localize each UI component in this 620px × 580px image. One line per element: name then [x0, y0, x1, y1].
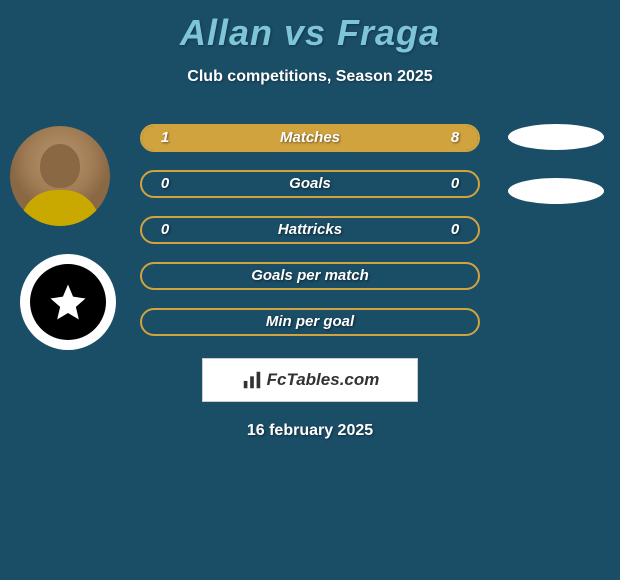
stat-label: Matches — [140, 124, 480, 152]
stat-label: Goals — [140, 170, 480, 198]
club-badge — [20, 254, 116, 350]
stat-value-right: 0 — [440, 216, 470, 244]
right-club-oval — [508, 178, 604, 204]
stat-label: Hattricks — [140, 216, 480, 244]
subtitle: Club competitions, Season 2025 — [0, 68, 620, 86]
stat-row: 0 Hattricks 0 — [140, 216, 480, 244]
date-label: 16 february 2025 — [0, 422, 620, 440]
stat-row: 1 Matches 8 — [140, 124, 480, 152]
stat-value-right: 0 — [440, 170, 470, 198]
stat-row: 0 Goals 0 — [140, 170, 480, 198]
bar-chart-icon — [241, 369, 263, 391]
stat-label: Goals per match — [140, 262, 480, 290]
player-avatar-left — [10, 126, 110, 226]
page-title: Allan vs Fraga — [0, 0, 620, 54]
brand-box: FcTables.com — [202, 358, 418, 402]
right-avatar-oval — [508, 124, 604, 150]
stat-row: Min per goal — [140, 308, 480, 336]
brand-label: FcTables.com — [267, 370, 380, 390]
stat-value-right — [440, 262, 470, 290]
star-icon — [47, 281, 89, 323]
stat-value-right: 8 — [440, 124, 470, 152]
stat-row: Goals per match — [140, 262, 480, 290]
club-badge-inner — [30, 264, 106, 340]
stat-label: Min per goal — [140, 308, 480, 336]
stat-value-right — [440, 308, 470, 336]
